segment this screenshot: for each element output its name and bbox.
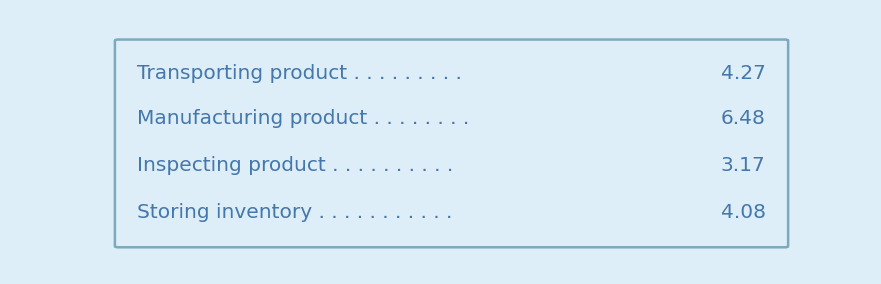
FancyBboxPatch shape — [115, 39, 788, 247]
Text: 6.48: 6.48 — [721, 109, 766, 128]
Text: Transporting product . . . . . . . . .: Transporting product . . . . . . . . . — [137, 64, 463, 83]
Text: Manufacturing product . . . . . . . .: Manufacturing product . . . . . . . . — [137, 109, 470, 128]
Text: Storing inventory . . . . . . . . . . .: Storing inventory . . . . . . . . . . . — [137, 203, 453, 222]
Text: 4.27: 4.27 — [721, 64, 766, 83]
Text: 3.17: 3.17 — [721, 156, 766, 175]
Text: 4.08: 4.08 — [721, 203, 766, 222]
Text: Inspecting product . . . . . . . . . .: Inspecting product . . . . . . . . . . — [137, 156, 454, 175]
